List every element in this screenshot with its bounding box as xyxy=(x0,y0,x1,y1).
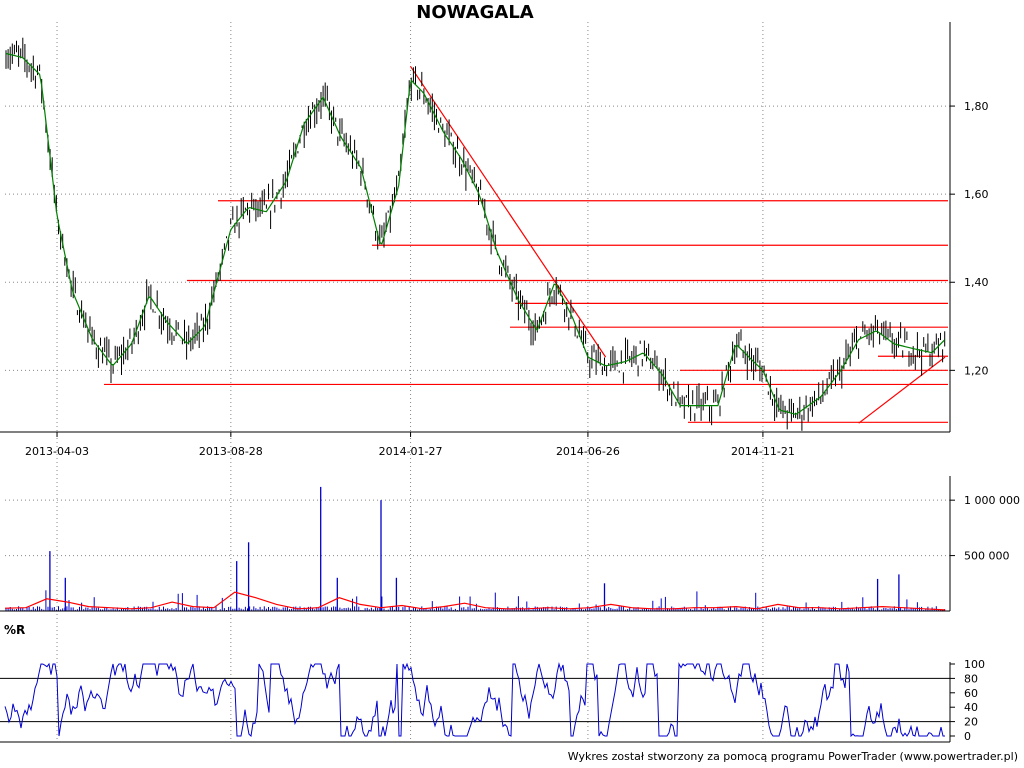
price-panel xyxy=(5,37,948,431)
x-tick-label: 2014-11-21 xyxy=(731,445,795,458)
y-tick-label: 1,40 xyxy=(964,276,989,289)
y-tick-label: 1,60 xyxy=(964,188,989,201)
williams-r-line xyxy=(4,662,945,738)
wr-tick-label: 60 xyxy=(964,687,978,700)
wr-tick-label: 100 xyxy=(964,658,985,671)
williams-r-panel xyxy=(0,662,950,738)
volume-panel xyxy=(4,486,946,611)
x-tick-label: 2014-06-26 xyxy=(556,445,620,458)
volume-average-line xyxy=(4,591,946,611)
wr-tick-label: 80 xyxy=(964,672,978,685)
chart-title: NOWAGALA xyxy=(416,2,534,23)
x-tick-label: 2013-08-28 xyxy=(199,445,263,458)
volume-tick-label: 1 000 000 xyxy=(964,494,1020,507)
wr-tick-label: 20 xyxy=(964,716,978,729)
williams-r-label: %R xyxy=(4,623,26,637)
trendline xyxy=(858,356,946,424)
trendline xyxy=(410,66,607,358)
volume-tick-label: 500 000 xyxy=(964,550,1010,563)
x-tick-label: 2014-01-27 xyxy=(379,445,443,458)
grid-layer xyxy=(5,22,950,742)
wr-tick-label: 40 xyxy=(964,701,978,714)
wr-tick-label: 0 xyxy=(964,730,971,743)
y-tick-label: 1,80 xyxy=(964,100,989,113)
y-tick-label: 1,20 xyxy=(964,364,989,377)
axes-layer: 2013-04-03 2013-08-28 2014-01-27 2014-06-26… xyxy=(0,22,1020,743)
moving-average-line xyxy=(5,52,946,415)
x-tick-label: 2013-04-03 xyxy=(25,445,89,458)
footer-credit: Wykres został stworzony za pomocą progra… xyxy=(567,750,1018,763)
